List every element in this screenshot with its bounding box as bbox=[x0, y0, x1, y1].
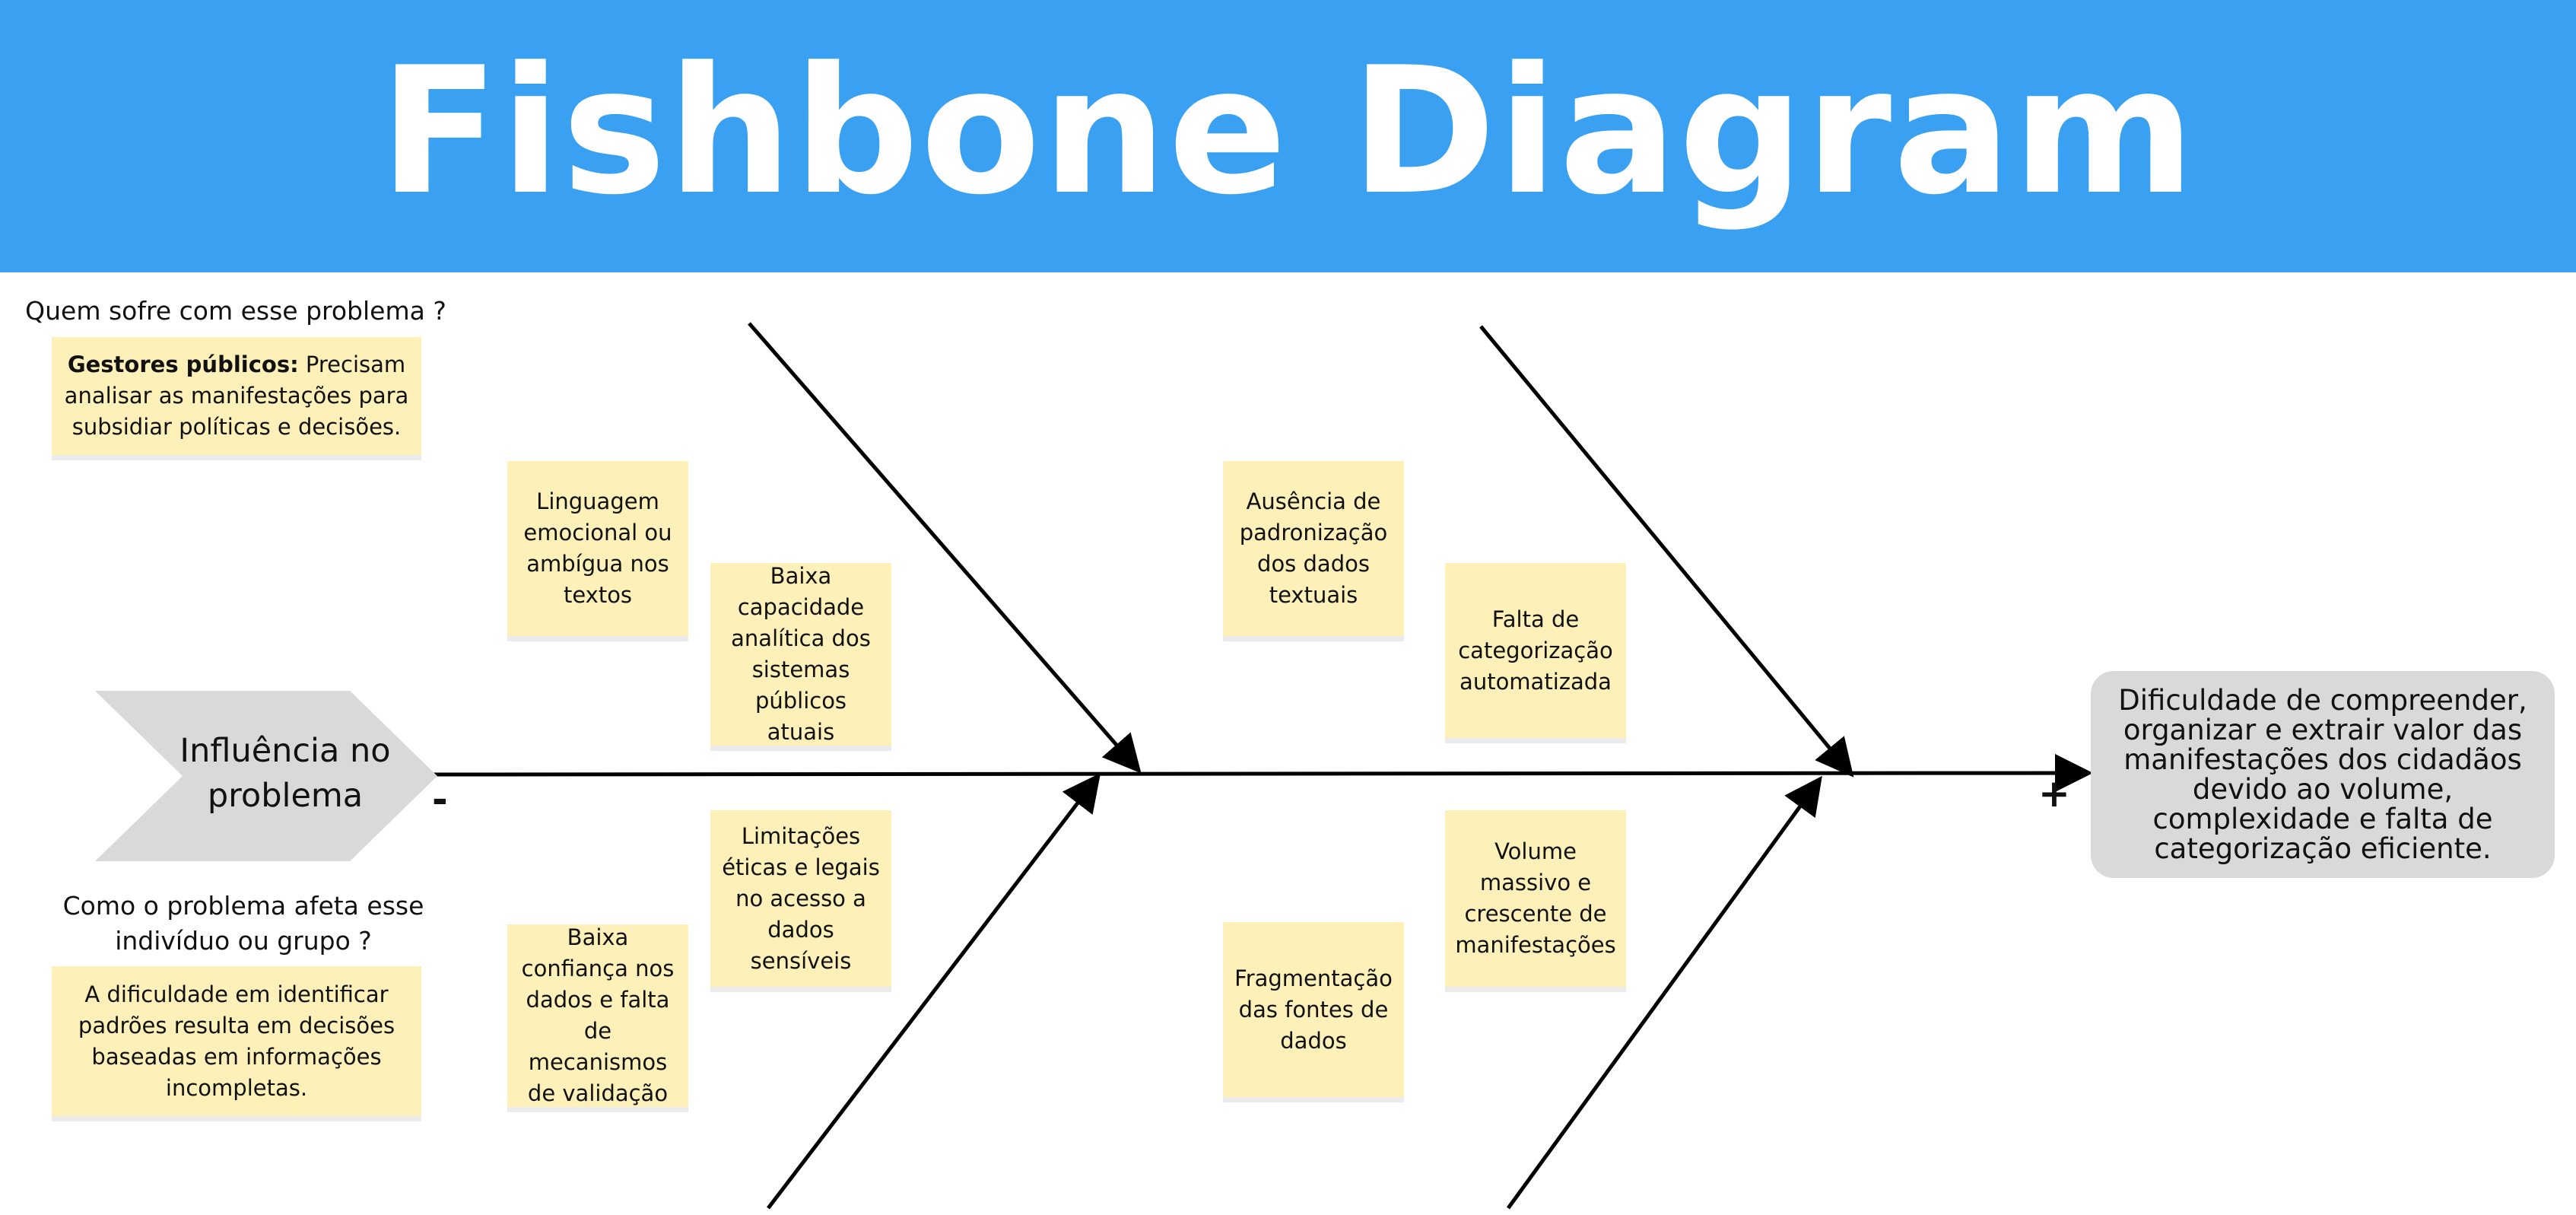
cause-note: Ausência de padronização dos dados textu… bbox=[1223, 461, 1404, 636]
who-answer-note: Gestores públicos: Precisam analisar as … bbox=[52, 337, 421, 455]
bone-top-right bbox=[1479, 325, 1854, 778]
plus-sign: + bbox=[2038, 771, 2070, 816]
cause-text: Volume massivo e crescente de manifestaç… bbox=[1455, 838, 1616, 958]
cause-text: Baixa confiança nos dados e falta de mec… bbox=[521, 924, 675, 1106]
effect-box: Dificuldade de compreender, organizar e … bbox=[2091, 671, 2555, 878]
bone-bottom-right bbox=[1506, 775, 1822, 1210]
minus-sign: - bbox=[432, 778, 448, 822]
cause-text: Limitações éticas e legais no acesso a d… bbox=[722, 822, 880, 974]
cause-text: Falta de categorização automatizada bbox=[1458, 606, 1613, 695]
spine-line bbox=[433, 754, 2093, 793]
who-answer-bold: Gestores públicos: bbox=[67, 351, 299, 377]
influence-label: Influência no problema bbox=[179, 732, 391, 815]
cause-text: Baixa capacidade analítica dos sistemas … bbox=[731, 563, 871, 745]
page-title: Fishbone Diagram bbox=[380, 30, 2196, 234]
bone-bottom-left bbox=[767, 773, 1101, 1210]
who-answer-text: Gestores públicos: Precisam analisar as … bbox=[62, 349, 411, 443]
cause-text: Ausência de padronização dos dados textu… bbox=[1239, 488, 1388, 608]
cause-text: Fragmentação das fontes de dados bbox=[1234, 965, 1393, 1054]
cause-note: Baixa confiança nos dados e falta de mec… bbox=[507, 924, 688, 1107]
cause-note: Linguagem emocional ou ambígua nos texto… bbox=[507, 461, 688, 636]
cause-note: Falta de categorização automatizada bbox=[1445, 563, 1626, 738]
cause-note: Baixa capacidade analítica dos sistemas … bbox=[710, 563, 891, 746]
influence-chevron bbox=[95, 691, 437, 861]
cause-note: Limitações éticas e legais no acesso a d… bbox=[710, 810, 891, 987]
header-banner: Fishbone Diagram bbox=[0, 0, 2576, 272]
cause-text: Linguagem emocional ou ambígua nos texto… bbox=[523, 488, 672, 608]
who-answer-rest: Precisam analisar as manifestações para … bbox=[64, 351, 409, 440]
cause-note: Volume massivo e crescente de manifestaç… bbox=[1445, 810, 1626, 987]
impact-question: Como o problema afeta esse indivíduo ou … bbox=[62, 891, 424, 956]
bone-top-left bbox=[748, 322, 1142, 774]
impact-answer-text: A dificuldade em identificar padrões res… bbox=[78, 981, 395, 1101]
who-question: Quem sofre com esse problema ? bbox=[25, 296, 446, 326]
cause-note: Fragmentação das fontes de dados bbox=[1223, 922, 1404, 1097]
effect-text: Dificuldade de compreender, organizar e … bbox=[2118, 684, 2527, 865]
impact-answer-note: A dificuldade em identificar padrões res… bbox=[52, 966, 421, 1116]
